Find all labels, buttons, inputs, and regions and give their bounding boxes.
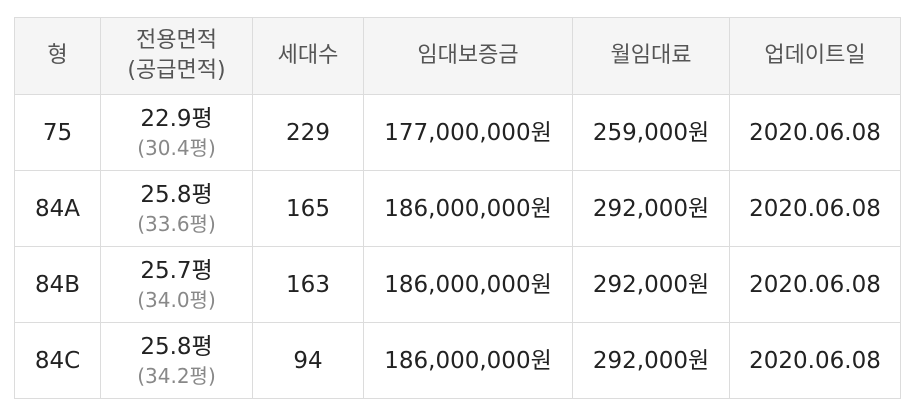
cell-units: 94 — [252, 322, 364, 399]
header-units: 세대수 — [252, 17, 364, 95]
rent-table-container: 형 전용면적 (공급면적) 세대수 임대보증금 월임대료 업데이트일 75 22… — [14, 17, 901, 399]
cell-type: 84B — [14, 246, 101, 323]
cell-deposit: 186,000,000원 — [363, 322, 573, 399]
cell-supply-area: (33.6평) — [137, 211, 216, 236]
table-body: 75 22.9평 (30.4평) 229 177,000,000원 259,00… — [14, 94, 901, 399]
cell-updated: 2020.06.08 — [729, 322, 901, 399]
cell-area: 22.9평 (30.4평) — [100, 94, 253, 171]
cell-type: 75 — [14, 94, 101, 171]
cell-supply-area: (30.4평) — [137, 135, 216, 160]
cell-supply-area: (34.0평) — [137, 287, 216, 312]
cell-supply-area: (34.2평) — [137, 363, 216, 388]
cell-updated: 2020.06.08 — [729, 246, 901, 323]
table-header: 형 전용면적 (공급면적) 세대수 임대보증금 월임대료 업데이트일 — [14, 17, 901, 95]
cell-rent: 292,000원 — [572, 170, 730, 247]
header-area-exclusive: 전용면적 — [136, 28, 217, 53]
header-area-supply: (공급면적) — [127, 58, 226, 83]
cell-deposit: 186,000,000원 — [363, 246, 573, 323]
cell-updated: 2020.06.08 — [729, 170, 901, 247]
table-row: 84A 25.8평 (33.6평) 165 186,000,000원 292,0… — [14, 170, 901, 247]
header-area: 전용면적 (공급면적) — [100, 17, 253, 95]
table-row: 84B 25.7평 (34.0평) 163 186,000,000원 292,0… — [14, 246, 901, 323]
cell-units: 163 — [252, 246, 364, 323]
cell-exclusive-area: 22.9평 — [140, 105, 213, 132]
cell-exclusive-area: 25.8평 — [140, 333, 213, 360]
header-row: 형 전용면적 (공급면적) 세대수 임대보증금 월임대료 업데이트일 — [14, 17, 901, 95]
cell-rent: 292,000원 — [572, 246, 730, 323]
cell-rent: 292,000원 — [572, 322, 730, 399]
cell-type: 84A — [14, 170, 101, 247]
table-row: 84C 25.8평 (34.2평) 94 186,000,000원 292,00… — [14, 322, 901, 399]
rent-table: 형 전용면적 (공급면적) 세대수 임대보증금 월임대료 업데이트일 75 22… — [14, 17, 901, 399]
cell-area: 25.8평 (33.6평) — [100, 170, 253, 247]
cell-type: 84C — [14, 322, 101, 399]
cell-deposit: 177,000,000원 — [363, 94, 573, 171]
cell-rent: 259,000원 — [572, 94, 730, 171]
cell-updated: 2020.06.08 — [729, 94, 901, 171]
header-type: 형 — [14, 17, 101, 95]
header-rent: 월임대료 — [572, 17, 730, 95]
cell-units: 229 — [252, 94, 364, 171]
cell-area: 25.7평 (34.0평) — [100, 246, 253, 323]
cell-units: 165 — [252, 170, 364, 247]
cell-exclusive-area: 25.7평 — [140, 257, 213, 284]
cell-area: 25.8평 (34.2평) — [100, 322, 253, 399]
header-updated: 업데이트일 — [729, 17, 901, 95]
table-row: 75 22.9평 (30.4평) 229 177,000,000원 259,00… — [14, 94, 901, 171]
cell-deposit: 186,000,000원 — [363, 170, 573, 247]
header-deposit: 임대보증금 — [363, 17, 573, 95]
cell-exclusive-area: 25.8평 — [140, 181, 213, 208]
